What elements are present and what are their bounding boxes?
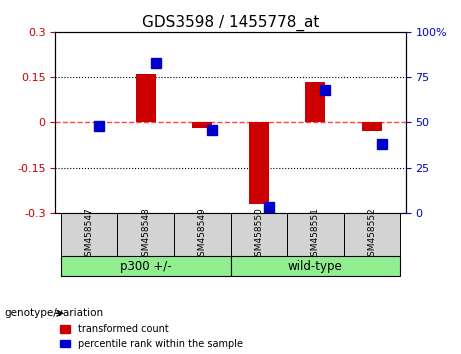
Text: GSM458552: GSM458552 — [367, 207, 376, 262]
FancyBboxPatch shape — [118, 213, 174, 256]
Text: GSM458548: GSM458548 — [141, 207, 150, 262]
FancyBboxPatch shape — [61, 256, 230, 276]
Bar — [192, 122, 212, 129]
FancyBboxPatch shape — [230, 213, 287, 256]
Text: GSM458547: GSM458547 — [85, 207, 94, 262]
Title: GDS3598 / 1455778_at: GDS3598 / 1455778_at — [142, 14, 319, 30]
Text: GSM458549: GSM458549 — [198, 207, 207, 262]
Text: wild-type: wild-type — [288, 260, 343, 273]
Text: GSM458551: GSM458551 — [311, 207, 320, 262]
FancyBboxPatch shape — [174, 213, 230, 256]
FancyBboxPatch shape — [343, 213, 400, 256]
FancyBboxPatch shape — [287, 213, 343, 256]
Bar — [249, 122, 269, 204]
Bar — [362, 122, 382, 131]
Text: p300 +/-: p300 +/- — [120, 260, 171, 273]
Text: GSM458550: GSM458550 — [254, 207, 263, 262]
Bar — [305, 82, 325, 122]
Legend: transformed count, percentile rank within the sample: transformed count, percentile rank withi… — [60, 324, 242, 349]
Text: genotype/variation: genotype/variation — [5, 308, 104, 318]
FancyBboxPatch shape — [61, 213, 118, 256]
FancyBboxPatch shape — [230, 256, 400, 276]
Bar — [136, 74, 156, 122]
